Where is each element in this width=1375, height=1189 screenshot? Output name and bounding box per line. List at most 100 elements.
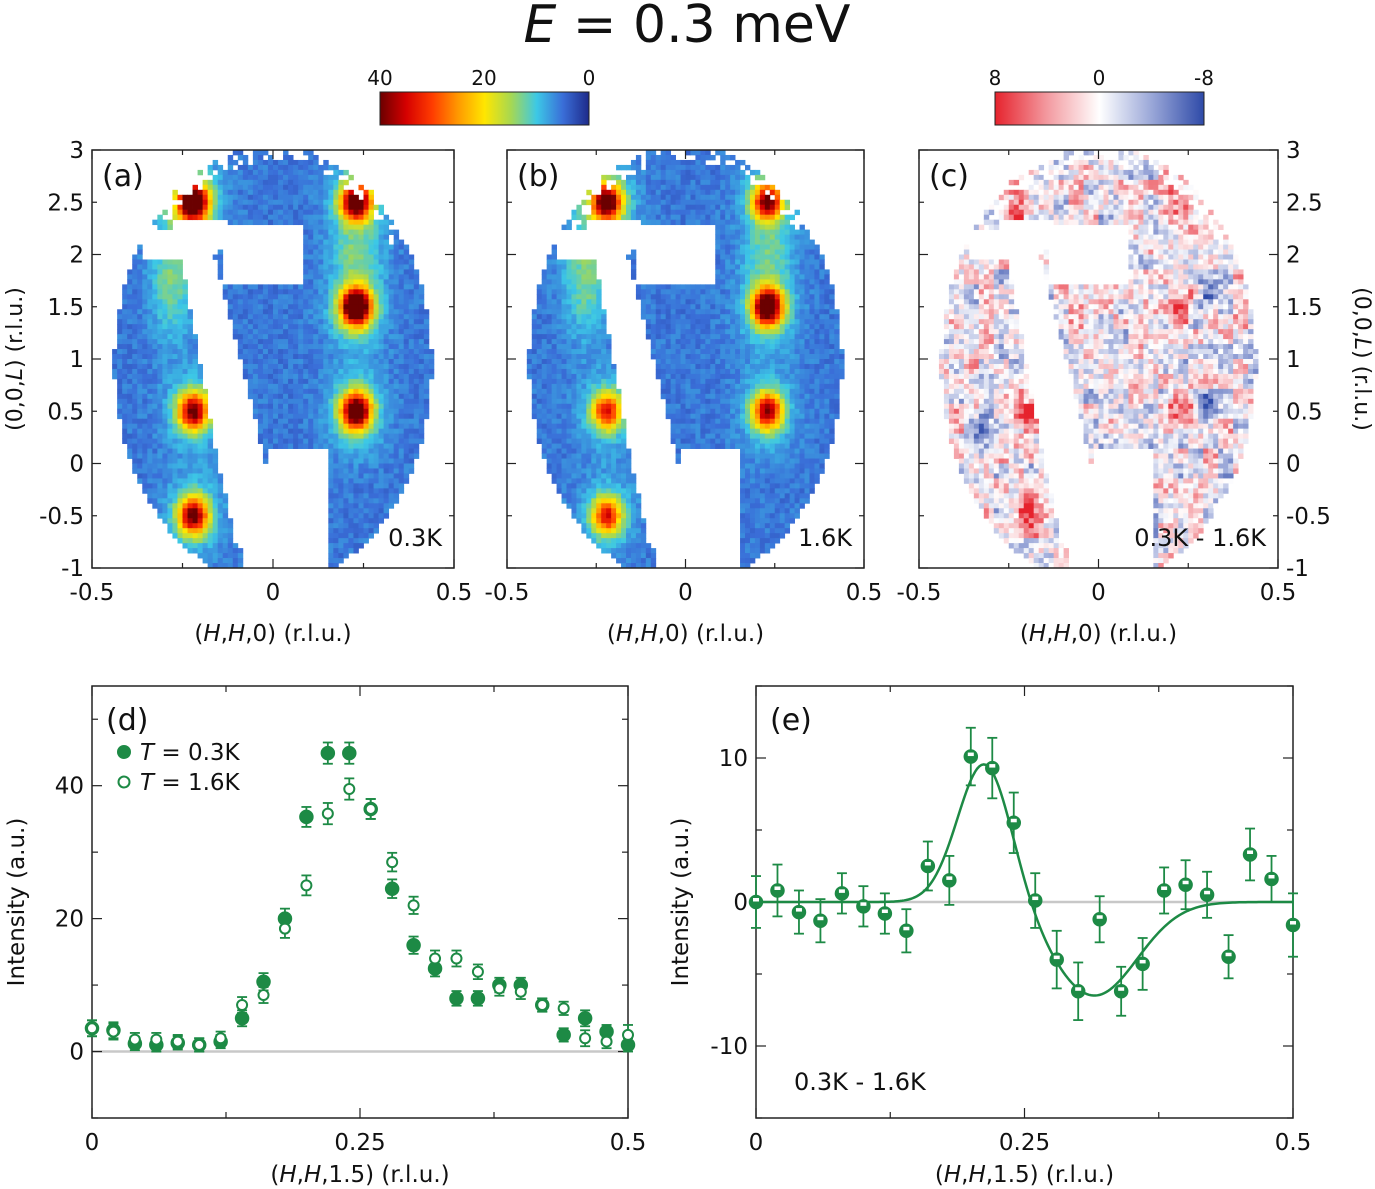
heatmap-cell (222, 558, 229, 564)
heatmap-cell (725, 229, 731, 235)
heatmap-cell (536, 314, 543, 320)
heatmap-cell (730, 349, 736, 355)
heatmap-cell (834, 354, 840, 360)
heatmap-cell (730, 314, 736, 320)
heatmap-cell (388, 413, 395, 420)
heatmap-cell (147, 498, 153, 504)
heatmap-cell (162, 458, 168, 464)
heatmap-cell (343, 334, 349, 340)
heatmap-y-tick-label: 0 (69, 452, 84, 478)
heatmap-cell (650, 349, 657, 355)
heatmap-cell (829, 329, 835, 335)
heatmap-cell (829, 304, 835, 310)
heatmap-cell (177, 304, 183, 310)
heatmap-cell (293, 314, 299, 320)
heatmap-cell (749, 284, 756, 290)
heatmap-cell (298, 164, 304, 171)
heatmap-cell (616, 214, 622, 221)
heatmap-cell (237, 164, 244, 171)
heatmap-y-tick-label: -1 (61, 556, 84, 582)
heatmap-cell (596, 354, 602, 360)
heatmap-cell (127, 279, 133, 285)
heatmap-cell (197, 428, 204, 435)
heatmap-cell (323, 269, 329, 275)
heatmap-cell (202, 408, 209, 415)
heatmap-cell (298, 214, 304, 221)
heatmap-cell (273, 443, 279, 449)
heatmap-cell (288, 154, 294, 161)
heatmap-cell (273, 179, 279, 186)
heatmap-cell (262, 349, 269, 355)
heatmap-cell (348, 468, 354, 474)
heatmap-cell (267, 443, 274, 449)
heatmap-cell (283, 150, 289, 156)
heatmap-cell (157, 468, 163, 474)
heatmap-cell (551, 373, 557, 380)
heatmap-cell (779, 309, 786, 315)
heatmap-cell (338, 269, 344, 275)
heatmap-cell (328, 538, 334, 544)
heatmap-cell (730, 259, 736, 265)
heatmap-cell (749, 184, 756, 191)
heatmap-cell (328, 533, 334, 539)
heatmap-cell (418, 334, 425, 340)
heatmap-cell (323, 334, 329, 340)
heatmap-cell (705, 339, 711, 345)
heatmap-cell (247, 334, 254, 340)
heatmap-cell (172, 324, 178, 330)
heatmap-cell (278, 284, 284, 290)
heatmap-cell (690, 199, 696, 206)
heatmap-cell (373, 354, 379, 360)
heatmap-cell (132, 354, 138, 360)
heatmap-cell (720, 254, 726, 260)
heatmap-cell (353, 378, 359, 385)
heatmap-cell (348, 274, 354, 280)
heatmap-cell (581, 339, 587, 345)
heatmap-cell (576, 259, 582, 265)
heatmap-cell (794, 244, 800, 250)
heatmap-cell (323, 373, 329, 380)
heatmap-cell (182, 368, 188, 375)
heatmap-cell (343, 259, 349, 265)
heatmap-cell (202, 488, 209, 494)
heatmap-cell (353, 204, 359, 211)
heatmap-cell (132, 259, 138, 265)
heatmap-cell (408, 413, 415, 420)
heatmap-cell (586, 259, 592, 265)
heatmap-cell (257, 304, 264, 310)
heatmap-cell (358, 259, 364, 265)
heatmap-cell (252, 319, 259, 325)
heatmap-cell (192, 428, 198, 435)
heatmap-cell (670, 314, 676, 320)
heatmap-cell (137, 423, 143, 430)
heatmap-cell (754, 314, 761, 320)
heatmap-cell (725, 339, 731, 345)
heatmap-cell (328, 463, 334, 469)
heatmap-cell (273, 189, 279, 196)
heatmap-cell (283, 304, 289, 310)
heatmap-cell (809, 324, 815, 330)
heatmap-x-axis-label-part-4: ,0) (r.l.u.) (245, 621, 351, 647)
heatmap-cell (293, 378, 299, 385)
heatmap-cell (759, 319, 766, 325)
heatmap-cell (318, 179, 324, 186)
heatmap-cell (423, 408, 430, 415)
heatmap-cell (834, 363, 840, 370)
heatmap-cell (645, 159, 652, 166)
heatmap-cell (378, 209, 385, 216)
heatmap-cell (283, 413, 289, 420)
heatmap-cell (819, 329, 825, 335)
heatmap-cell (403, 319, 410, 325)
heatmap-cell (606, 354, 612, 360)
heatmap-cell (283, 169, 289, 176)
heatmap-cell (626, 214, 632, 221)
heatmap-cell (167, 294, 173, 300)
heatmap-cell (202, 498, 209, 504)
heatmap-cell (328, 413, 334, 420)
heatmap-cell (581, 214, 587, 221)
heatmap-cell (393, 324, 400, 330)
heatmap-cell (328, 378, 334, 385)
heatmap-cell (839, 363, 845, 370)
heatmap-cell (293, 204, 299, 211)
heatmap-cell (774, 339, 781, 345)
